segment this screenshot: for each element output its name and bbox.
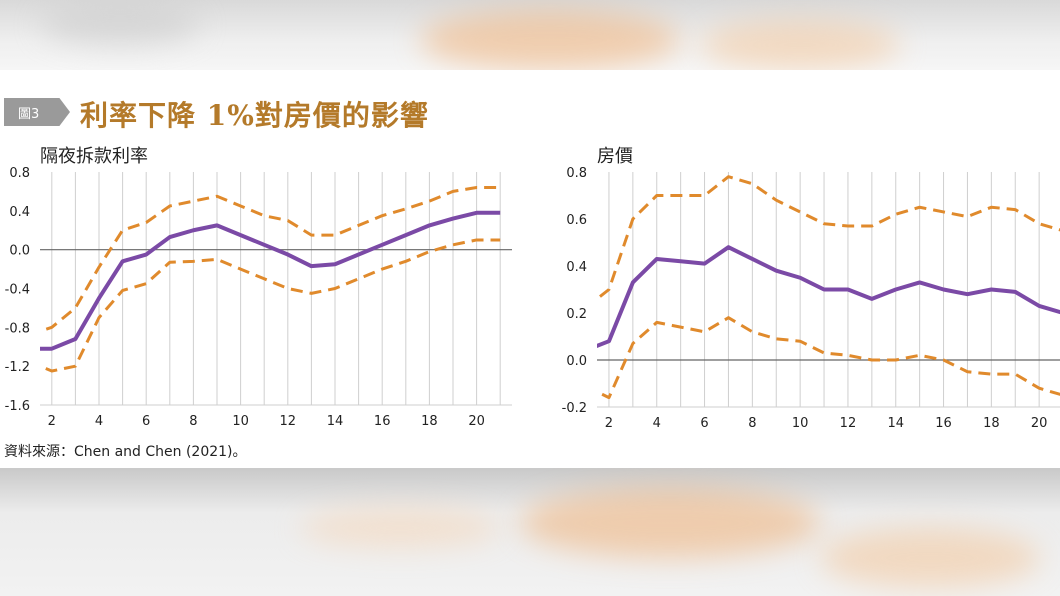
- right-chart-y-tick-label: 0.2: [566, 307, 587, 322]
- figure-title: 利率下降 1%對房價的影響: [80, 99, 429, 132]
- left-chart-y-tick-label: -1.2: [5, 360, 30, 375]
- right-chart-x-tick-label: 4: [653, 416, 661, 431]
- left-chart-x-tick-label: 12: [280, 414, 297, 429]
- right-chart-x-tick-label: 12: [840, 416, 857, 431]
- left-chart-x-tick-label: 8: [189, 414, 197, 429]
- left-chart-series-upper: [40, 186, 501, 333]
- right-chart-y-tick-label: 0.0: [566, 354, 587, 369]
- right-chart-y-tick-label: -0.2: [562, 401, 587, 416]
- blurred-background-top: [0, 0, 1060, 70]
- right-chart-x-tick-label: 8: [748, 416, 756, 431]
- figure-tag: 圖3: [4, 98, 70, 126]
- right-chart-series-lower: [597, 316, 1060, 400]
- left-chart-y-tick-label: -0.4: [5, 283, 30, 298]
- right-chart-x-tick-label: 18: [983, 416, 1000, 431]
- right-chart-y-tick-label: 0.4: [566, 260, 587, 275]
- right-chart-x-tick-label: 6: [700, 416, 708, 431]
- left-chart-y-tick-label: 0.8: [9, 166, 30, 181]
- chart-left-title: 隔夜拆款利率: [40, 146, 148, 167]
- left-chart-y-tick-label: -1.6: [5, 399, 30, 414]
- right-chart-x-tick-label: 14: [887, 416, 904, 431]
- left-chart-x-tick-label: 18: [421, 414, 438, 429]
- source-note: 資料來源：Chen and Chen (2021)。: [4, 444, 247, 460]
- left-chart-x-tick-label: 20: [468, 414, 485, 429]
- figure-panel: [0, 70, 1060, 468]
- chart-right-title: 房價: [597, 146, 633, 167]
- left-chart-x-tick-label: 10: [232, 414, 249, 429]
- right-chart-x-tick-label: 16: [935, 416, 952, 431]
- left-chart-y-tick-label: 0.4: [9, 205, 30, 220]
- left-chart-x-tick-label: 14: [327, 414, 344, 429]
- right-chart-y-tick-label: 0.8: [566, 166, 587, 181]
- right-chart-x-tick-label: 20: [1031, 416, 1048, 431]
- left-chart-x-tick-label: 4: [95, 414, 103, 429]
- left-chart-x-tick-label: 6: [142, 414, 150, 429]
- left-chart-y-tick-label: -0.8: [5, 321, 30, 336]
- right-chart-series-estimate: [597, 245, 1060, 349]
- left-chart-y-tick-label: 0.0: [9, 244, 30, 259]
- chart-left-overnight-rate: -1.6 -1.2 -0.8 -0.4 0.0 0.4 0.8 2 4 6 8 10 12 14 16 18 2…: [5, 166, 512, 429]
- chart-right-house-price: -0.2 0.0 0.2 0.4 0.6 0.8 2 4 6 8 10 12 14 16 18 20: [562, 166, 1060, 431]
- left-chart-x-tick-label: 2: [48, 414, 56, 429]
- right-chart-x-tick-label: 2: [605, 416, 613, 431]
- right-chart-series-upper: [597, 175, 1060, 301]
- right-chart-x-tick-label: 10: [792, 416, 809, 431]
- left-chart-series-lower: [40, 238, 501, 373]
- left-chart-x-tick-label: 16: [374, 414, 391, 429]
- blurred-background-bottom: [0, 468, 1060, 596]
- left-chart-series-estimate: [40, 210, 501, 351]
- right-chart-y-tick-label: 0.6: [566, 213, 587, 228]
